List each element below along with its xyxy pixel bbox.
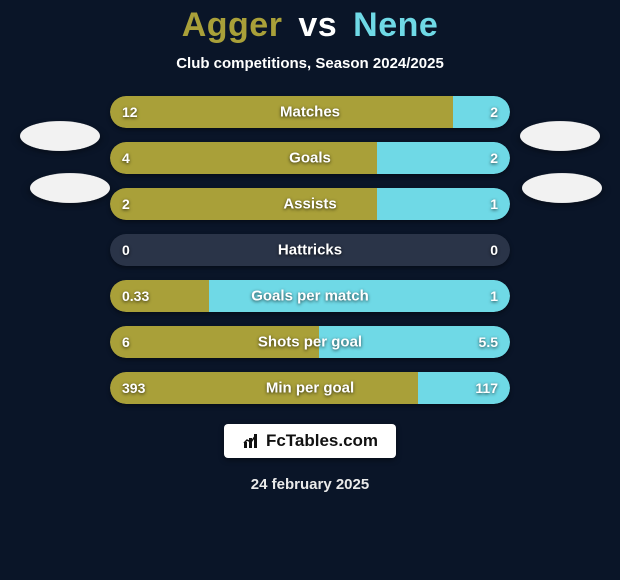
stat-row: Min per goal393117: [110, 372, 510, 404]
stat-segment-player1: [110, 280, 209, 312]
stat-segment-player2: [319, 326, 510, 358]
player2-avatar-disc: [520, 121, 600, 151]
stat-bars: Matches122 Goals42 Assists21 Hattricks00 Goa…: [110, 96, 510, 404]
title: Agger vs Nene: [0, 0, 620, 45]
stat-segment-player2: [209, 280, 510, 312]
title-player2: Nene: [353, 6, 438, 44]
stat-row: Assists21: [110, 188, 510, 220]
source-badge: FcTables.com: [0, 424, 620, 458]
date: 24 february 2025: [0, 476, 620, 493]
stat-row: Matches122: [110, 96, 510, 128]
source-badge-box[interactable]: FcTables.com: [224, 424, 396, 458]
player1-avatar-disc-2: [30, 173, 110, 203]
source-badge-text: FcTables.com: [266, 431, 378, 451]
stat-segment-player2: [377, 142, 510, 174]
stat-segment-player1: [110, 372, 418, 404]
stat-row: Goals42: [110, 142, 510, 174]
chart-icon: [242, 432, 260, 450]
stat-segment-player1: [110, 326, 319, 358]
stat-row: Goals per match0.331: [110, 280, 510, 312]
player2-avatar-disc-2: [522, 173, 602, 203]
comparison-stage: Matches122 Goals42 Assists21 Hattricks00 Goa…: [0, 96, 620, 404]
stat-segment-player1: [110, 188, 377, 220]
stat-row: Hattricks00: [110, 234, 510, 266]
player1-avatar-disc: [20, 121, 100, 151]
stat-segment-player2: [418, 372, 510, 404]
title-player1: Agger: [182, 6, 283, 44]
stat-segment-player2: [453, 96, 510, 128]
stat-segment-player2: [310, 234, 510, 266]
stat-segment-player1: [110, 142, 377, 174]
stat-segment-player2: [377, 188, 510, 220]
stat-segment-player1: [110, 96, 453, 128]
title-vs: vs: [298, 6, 337, 44]
stat-segment-player1: [110, 234, 310, 266]
stat-row: Shots per goal65.5: [110, 326, 510, 358]
subtitle: Club competitions, Season 2024/2025: [0, 55, 620, 72]
